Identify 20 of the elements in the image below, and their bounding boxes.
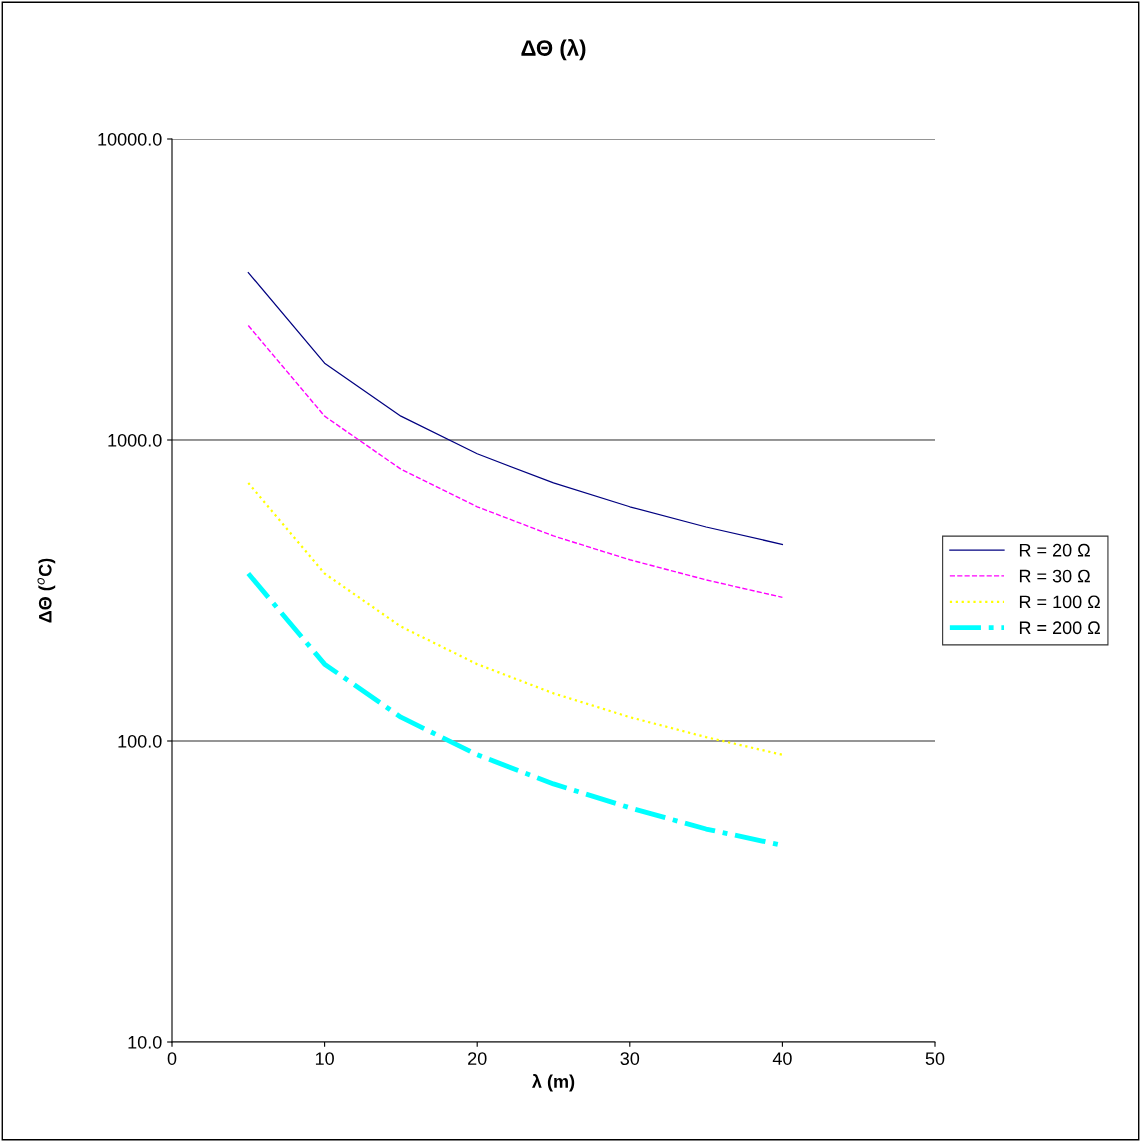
x-tick-label: 20 <box>468 1052 487 1065</box>
line-series <box>247 271 784 546</box>
chart-title: ΔΘ (λ) <box>521 38 586 61</box>
legend-label: R = 200 Ω <box>1019 621 1100 635</box>
x-tick-label: 0 <box>167 1052 177 1065</box>
line-series <box>247 324 784 599</box>
y-tick-label: 1000.0 <box>108 433 162 447</box>
y-tick-label: 10.0 <box>128 1035 162 1049</box>
x-tick-label: 40 <box>772 1052 792 1065</box>
x-tick-label: 50 <box>925 1052 945 1065</box>
line-series <box>247 481 784 756</box>
x-tick-label: 30 <box>620 1052 640 1065</box>
x-axis-title: λ (m) <box>532 1074 575 1092</box>
y-tick-label: 100.0 <box>118 734 162 748</box>
x-tick-label: 10 <box>315 1052 334 1065</box>
legend-label: R = 100 Ω <box>1019 595 1100 609</box>
legend-label: R = 30 Ω <box>1019 569 1090 583</box>
y-axis-title: ΔΘ ($^{o}$C) <box>37 558 56 623</box>
y-tick-label: 10000.0 <box>98 132 162 146</box>
legend-label: R = 20 Ω <box>1019 543 1090 557</box>
